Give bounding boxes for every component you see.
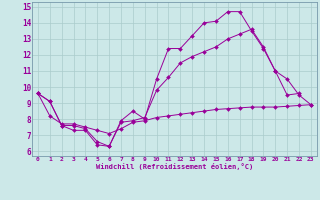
X-axis label: Windchill (Refroidissement éolien,°C): Windchill (Refroidissement éolien,°C) [96,163,253,170]
